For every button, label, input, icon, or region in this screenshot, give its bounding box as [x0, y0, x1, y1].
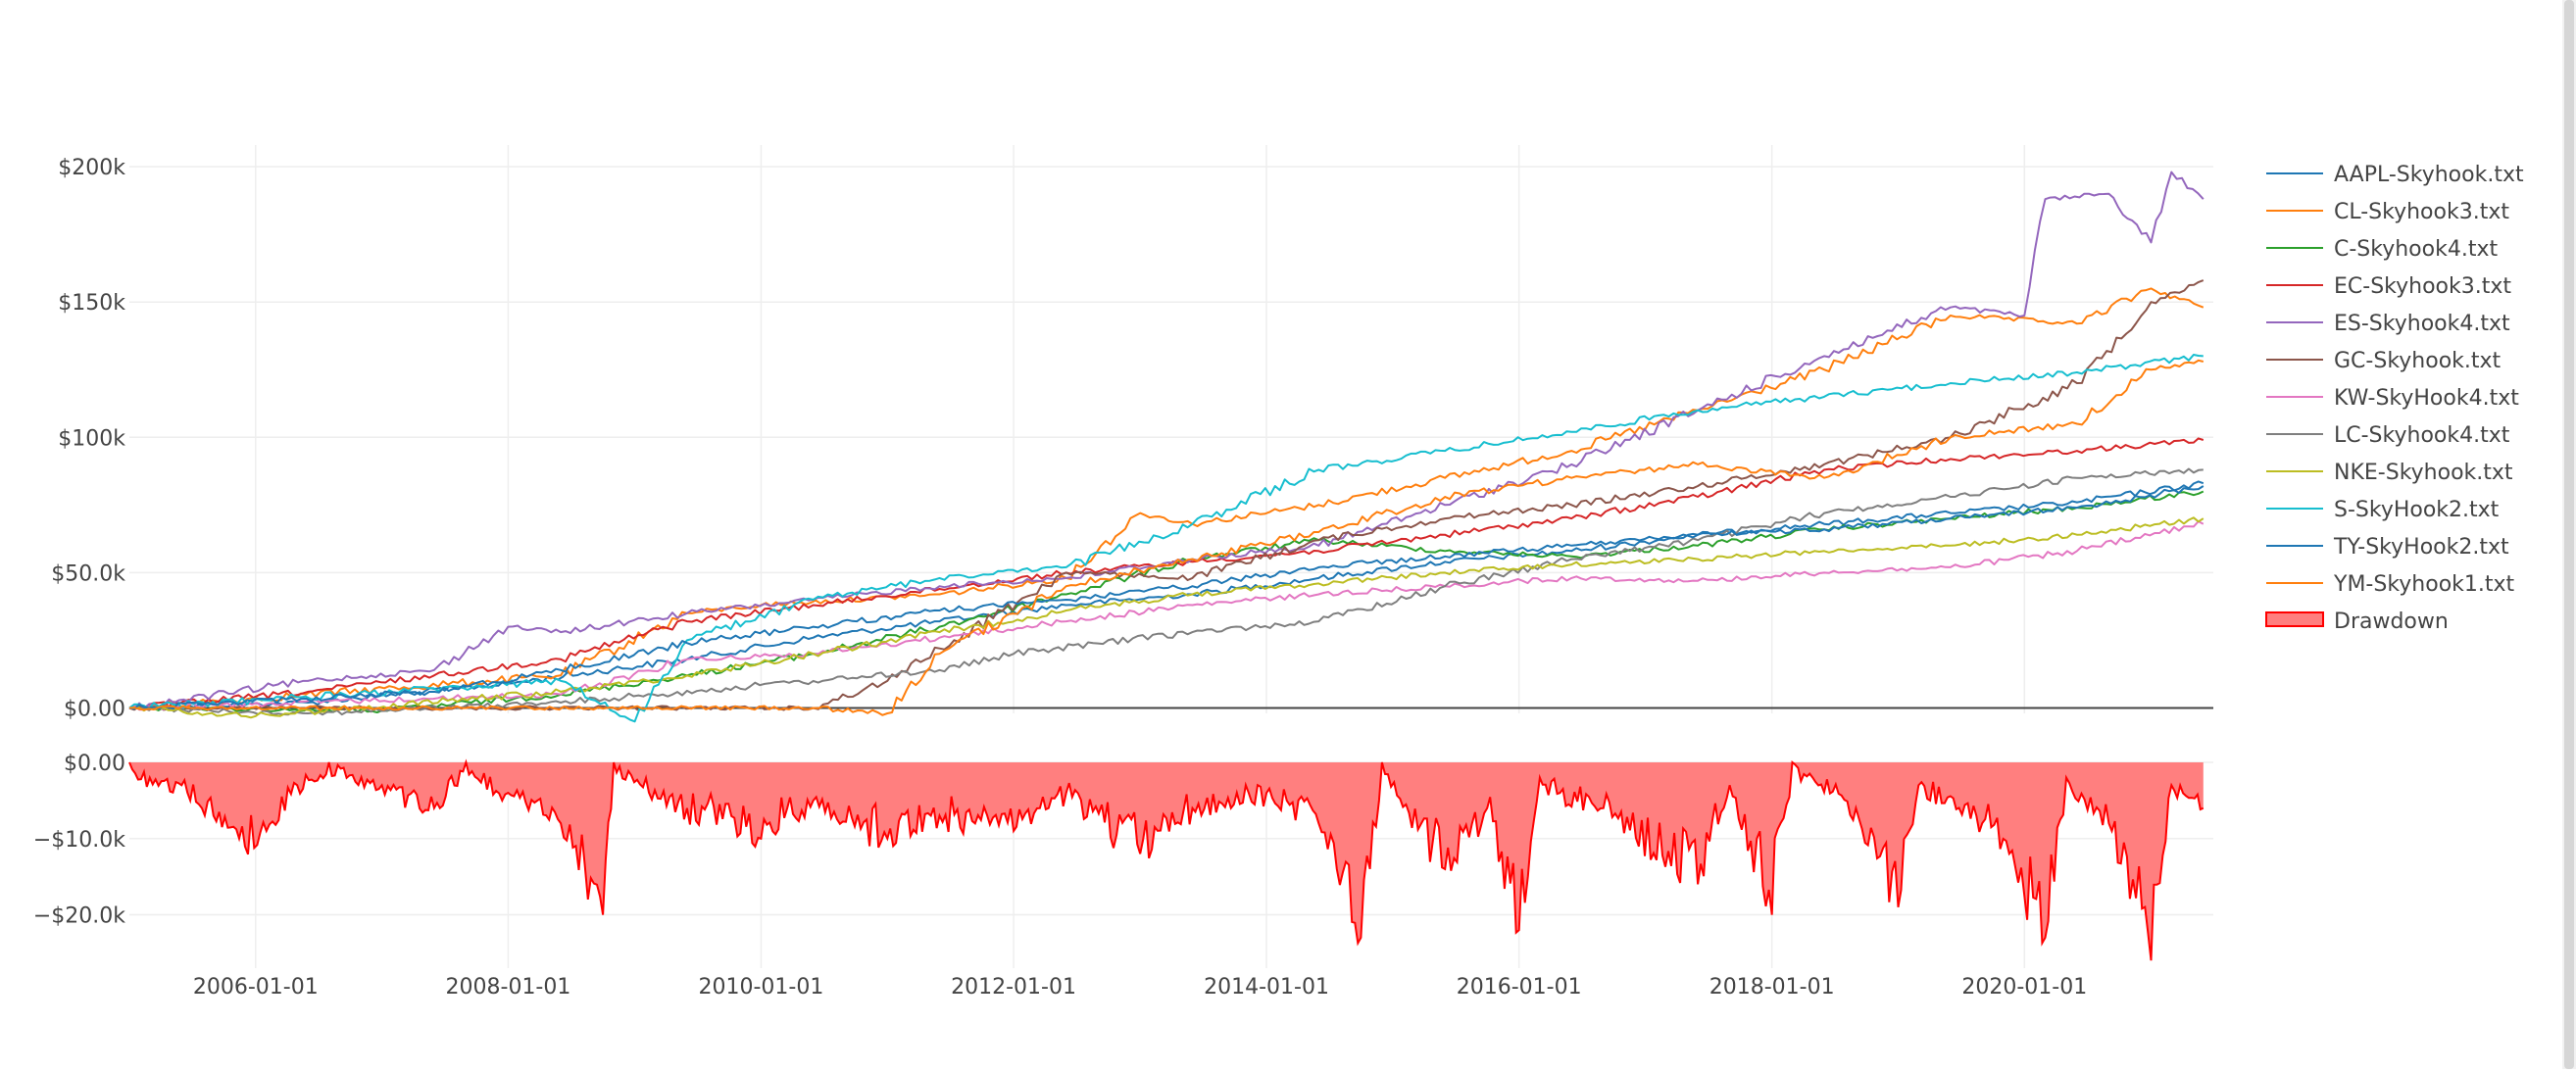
- equity-y-tick-labels: $0.00 $50.0k $100k $150k $200k: [51, 156, 125, 721]
- legend-item[interactable]: C-Skyhook4.txt: [2266, 237, 2498, 262]
- legend-label: TY-SkyHook2.txt: [2333, 535, 2509, 560]
- equity-y-tick-label: $50.0k: [51, 561, 125, 586]
- series-line-s-skyhook2-txt: [128, 354, 2204, 723]
- legend-item[interactable]: CL-Skyhook3.txt: [2266, 200, 2509, 224]
- legend-label: ES-Skyhook4.txt: [2334, 312, 2510, 336]
- x-tick-labels: 2006-01-01 2008-01-01 2010-01-01 2012-01-01…: [193, 975, 2087, 1000]
- drawdown-area-line: [128, 758, 2204, 961]
- series-line-c-skyhook4-txt: [128, 490, 2204, 713]
- legend-item[interactable]: S-SkyHook2.txt: [2266, 498, 2500, 522]
- series-line-kw-skyhook4-txt: [128, 520, 2204, 711]
- legend-label: LC-Skyhook4.txt: [2334, 423, 2510, 448]
- legend-item[interactable]: NKE-Skyhook.txt: [2266, 461, 2513, 485]
- legend-label: NKE-Skyhook.txt: [2334, 461, 2513, 485]
- series-line-ym-skyhook1-txt: [128, 359, 2204, 716]
- x-tick-label: 2008-01-01: [446, 975, 571, 1000]
- legend-item[interactable]: LC-Skyhook4.txt: [2266, 423, 2510, 448]
- series-line-es-skyhook4-txt: [128, 171, 2204, 709]
- legend-item[interactable]: TY-SkyHook2.txt: [2266, 535, 2509, 560]
- x-tick-label: 2006-01-01: [193, 975, 319, 1000]
- legend-item[interactable]: GC-Skyhook.txt: [2266, 349, 2502, 373]
- x-tick-label: 2020-01-01: [1961, 975, 2087, 1000]
- legend-item[interactable]: YM-Skyhook1.txt: [2266, 572, 2515, 597]
- series-line-cl-skyhook3-txt: [128, 287, 2204, 709]
- legend-label: CL-Skyhook3.txt: [2334, 200, 2509, 224]
- equity-y-tick-label: $150k: [58, 291, 125, 316]
- drawdown-area-fill: [129, 762, 2204, 961]
- series-line-nke-skyhook-txt: [128, 516, 2204, 719]
- equity-gridlines: [129, 145, 2213, 713]
- legend-label: EC-Skyhook3.txt: [2334, 274, 2511, 299]
- legend-item[interactable]: ES-Skyhook4.txt: [2266, 312, 2510, 336]
- drawdown-y-tick-label: $0.00: [64, 752, 125, 776]
- legend-label: S-SkyHook2.txt: [2334, 498, 2500, 522]
- legend-label: KW-SkyHook4.txt: [2334, 386, 2519, 411]
- legend-label: Drawdown: [2334, 610, 2449, 634]
- legend-label: C-Skyhook4.txt: [2334, 237, 2498, 262]
- legend-item[interactable]: KW-SkyHook4.txt: [2266, 386, 2519, 411]
- drawdown-y-tick-labels: $0.00 −$10.0k −$20.0k: [33, 752, 125, 929]
- equity-y-tick-label: $0.00: [64, 697, 125, 721]
- scrollbar-thumb[interactable]: [2564, 0, 2574, 1069]
- drawdown-y-tick-label: −$20.0k: [33, 904, 125, 929]
- legend-item[interactable]: AAPL-Skyhook.txt: [2266, 163, 2524, 187]
- equity-y-tick-label: $200k: [58, 156, 125, 180]
- x-tick-label: 2014-01-01: [1204, 975, 1329, 1000]
- series-line-gc-skyhook-txt: [128, 279, 2204, 711]
- legend-label: GC-Skyhook.txt: [2334, 349, 2502, 373]
- legend-swatch-area: [2265, 611, 2324, 627]
- series-line-ty-skyhook2-txt: [128, 485, 2204, 710]
- legend-label: YM-Skyhook1.txt: [2333, 572, 2515, 597]
- equity-series-layer: [128, 171, 2204, 723]
- legend-item[interactable]: Drawdown: [2265, 610, 2449, 634]
- series-line-lc-skyhook4-txt: [128, 467, 2204, 716]
- page-scrollbar[interactable]: [2562, 0, 2576, 1069]
- drawdown-y-tick-label: −$10.0k: [33, 828, 125, 853]
- equity-y-tick-label: $100k: [58, 426, 125, 451]
- legend[interactable]: AAPL-Skyhook.txt CL-Skyhook3.txt C-Skyhook…: [2265, 163, 2524, 634]
- x-tick-label: 2010-01-01: [699, 975, 824, 1000]
- x-tick-label: 2018-01-01: [1709, 975, 1835, 1000]
- x-tick-label: 2012-01-01: [951, 975, 1076, 1000]
- legend-label: AAPL-Skyhook.txt: [2334, 163, 2524, 187]
- drawdown-area-layer: [128, 758, 2204, 961]
- x-tick-label: 2016-01-01: [1457, 975, 1582, 1000]
- series-line-ec-skyhook3-txt: [128, 437, 2204, 710]
- legend-item[interactable]: EC-Skyhook3.txt: [2266, 274, 2511, 299]
